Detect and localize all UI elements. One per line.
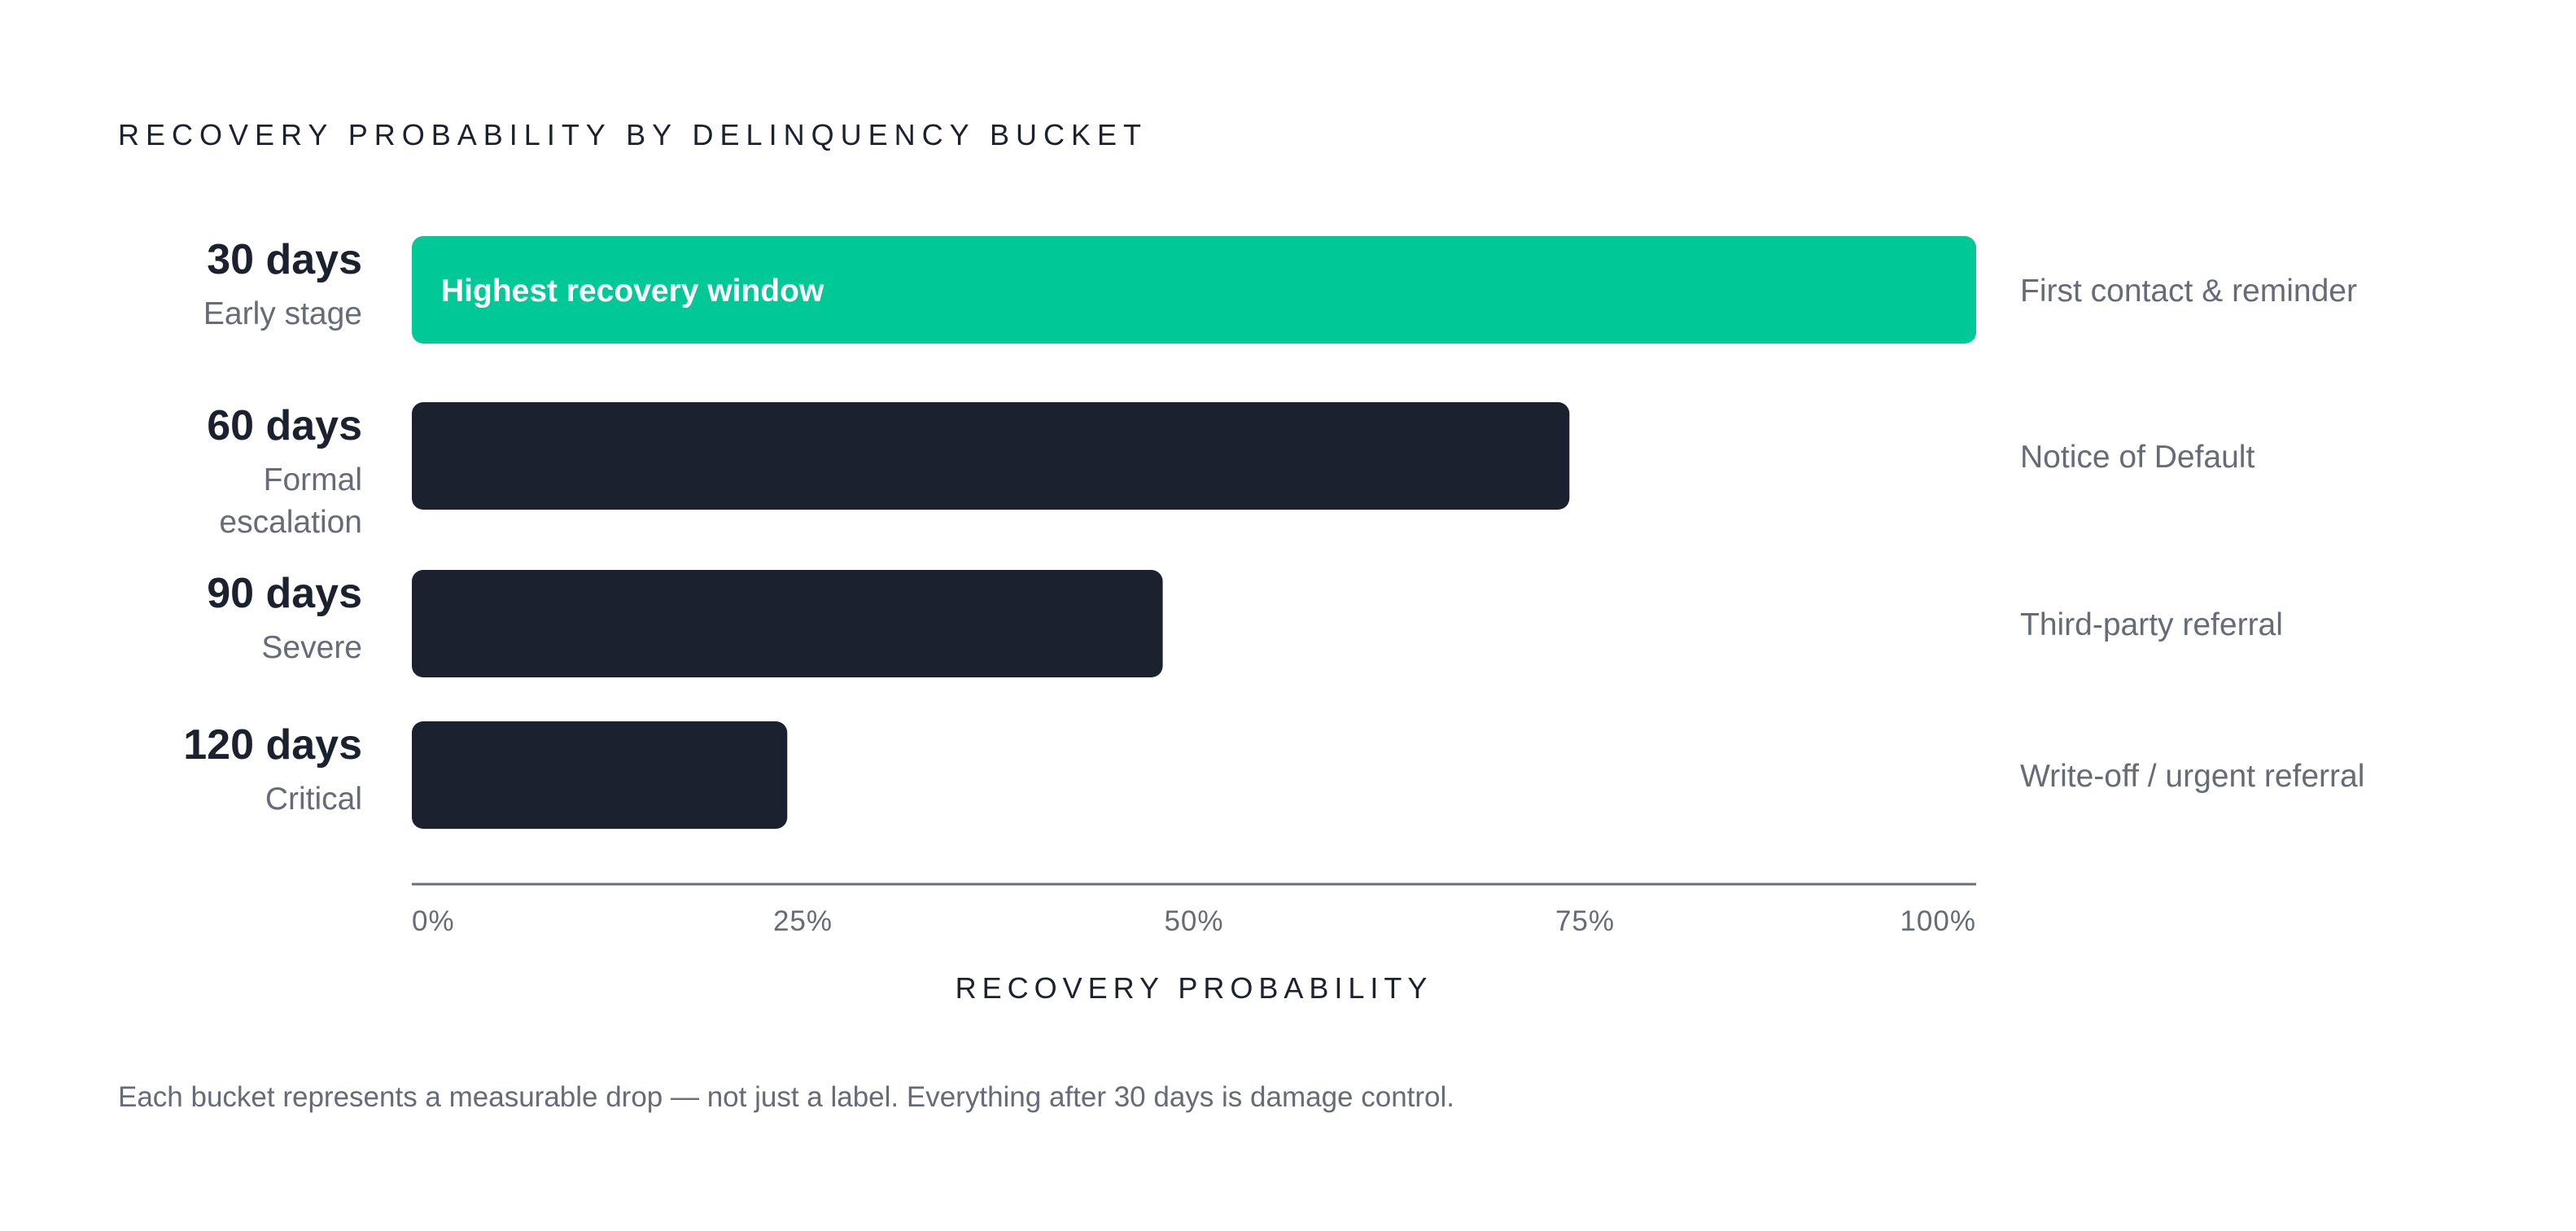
- x-axis-title: RECOVERY PROBABILITY: [956, 971, 1433, 1005]
- x-tick-label: 100%: [1900, 905, 1976, 937]
- category-sublabel: Early stage: [203, 296, 362, 331]
- action-label: Write-off / urgent referral: [2020, 759, 2364, 794]
- bar-2: [412, 402, 1570, 510]
- action-label: Notice of Default: [2020, 440, 2255, 475]
- bar-data-label: Highest recovery window: [441, 274, 824, 309]
- category-sublabel: Critical: [265, 782, 362, 817]
- action-label: Third-party referral: [2020, 607, 2283, 642]
- bar-3: [412, 570, 1163, 677]
- category-label: 30 days: [207, 236, 362, 283]
- x-tick-label: 0%: [412, 905, 455, 937]
- category-sublabel: escalation: [219, 505, 362, 540]
- chart-title: RECOVERY PROBABILITY BY DELINQUENCY BUCK…: [118, 118, 1148, 151]
- x-tick-label: 50%: [1164, 905, 1223, 937]
- x-tick-label: 25%: [773, 905, 833, 937]
- bar-1: [412, 236, 1976, 344]
- category-sublabel: Formal: [264, 462, 362, 497]
- bar-4: [412, 721, 788, 829]
- chart-footnote: Each bucket represents a measurable drop…: [118, 1081, 1455, 1113]
- category-label: 90 days: [207, 570, 362, 617]
- category-label: 120 days: [183, 721, 362, 769]
- action-label: First contact & reminder: [2020, 274, 2357, 309]
- x-tick-label: 75%: [1555, 905, 1615, 937]
- category-label: 60 days: [207, 402, 362, 449]
- category-sublabel: Severe: [261, 630, 362, 665]
